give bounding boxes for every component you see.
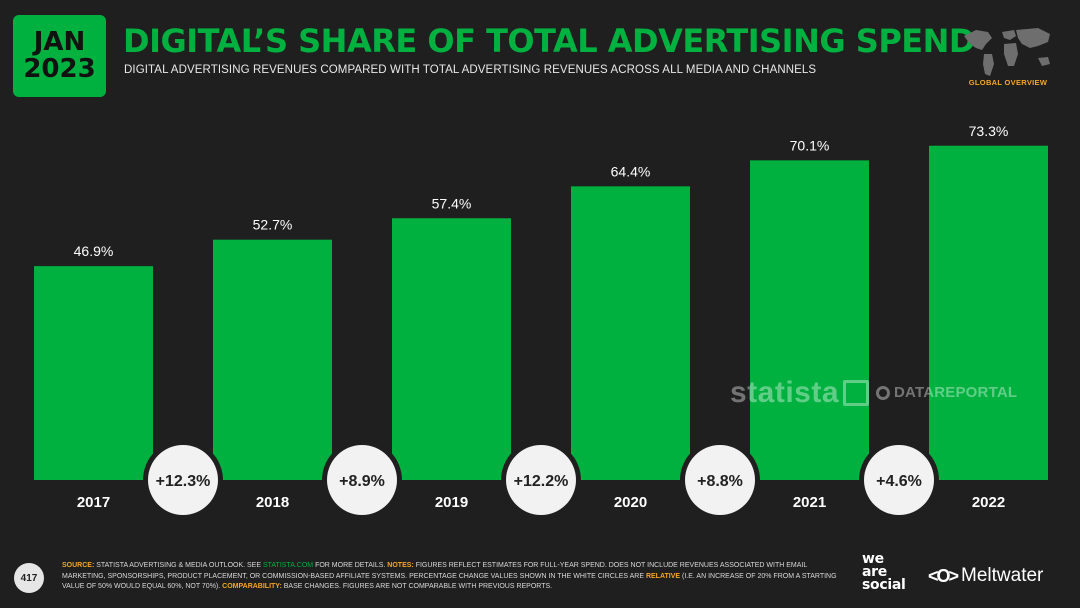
notes-relative: RELATIVE xyxy=(645,572,681,580)
bar-2021 xyxy=(750,160,869,480)
change-label-1: +12.3% xyxy=(156,473,211,490)
x-tick-2020: 2020 xyxy=(614,494,647,511)
change-label-4: +8.8% xyxy=(697,473,743,490)
meltwater-logo: <O> Meltwater xyxy=(928,565,1043,587)
page-number: 417 xyxy=(14,563,44,593)
page-subtitle: DIGITAL ADVERTISING REVENUES COMPARED WI… xyxy=(124,64,817,76)
we-are-social-logo: we are social xyxy=(862,551,906,593)
datareportal-wordmark: DATAREPORTAL xyxy=(894,384,1018,401)
statista-logo-icon xyxy=(843,380,870,406)
bar-2022 xyxy=(929,145,1048,480)
source-link[interactable]: STATISTA.COM xyxy=(262,562,314,569)
date-year: 2023 xyxy=(23,54,96,84)
meltwater-logo-icon: <O> xyxy=(928,565,959,586)
datareportal-logo-icon xyxy=(876,385,890,400)
x-tick-2018: 2018 xyxy=(256,494,289,511)
statista-wordmark: statista xyxy=(730,376,840,409)
statista-watermark: statista xyxy=(730,376,870,410)
comparability-text: BASE CHANGES. FIGURES ARE NOT COMPARABLE… xyxy=(281,583,553,590)
page-title: DIGITAL’S SHARE OF TOTAL ADVERTISING SPE… xyxy=(123,22,975,60)
date-badge: JAN 2023 xyxy=(13,15,106,97)
source-text-2: FOR MORE DETAILS. xyxy=(313,562,388,569)
notes-text-2: (I.E. AN INCREASE OF 20% FROM A STARTING… xyxy=(62,572,837,591)
brand-social: social xyxy=(862,577,906,593)
change-label-3: +12.2% xyxy=(514,473,569,490)
bar-2019 xyxy=(392,218,511,481)
brand-we: we xyxy=(862,551,884,567)
x-tick-2022: 2022 xyxy=(972,494,1005,511)
bar-2018 xyxy=(213,239,332,480)
meltwater-wordmark: Meltwater xyxy=(961,565,1044,586)
comparability-label: COMPARABILITY: xyxy=(222,583,282,590)
data-label-2019: 57.4% xyxy=(432,195,472,211)
change-circle-2 xyxy=(327,445,397,515)
data-label-2020: 64.4% xyxy=(611,163,651,179)
change-circle-3 xyxy=(506,445,576,515)
footnote: SOURCE: STATISTA ADVERTISING & MEDIA OUT… xyxy=(62,561,842,593)
datareportal-watermark: DATAREPORTAL xyxy=(876,384,1017,401)
x-tick-2017: 2017 xyxy=(77,494,110,511)
data-label-2018: 52.7% xyxy=(253,217,293,233)
data-label-2022: 73.3% xyxy=(969,123,1009,139)
bar-2020 xyxy=(571,186,690,480)
change-circle-4 xyxy=(685,445,755,515)
data-label-2021: 70.1% xyxy=(790,137,830,153)
change-label-2: +8.9% xyxy=(339,473,385,490)
world-map-icon xyxy=(964,28,1050,76)
date-month: JAN xyxy=(33,26,86,57)
notes-label: NOTES: xyxy=(387,562,414,569)
x-tick-2021: 2021 xyxy=(793,494,826,511)
notes-text: FIGURES REFLECT ESTIMATES FOR FULL-YEAR … xyxy=(62,562,807,580)
source-label: SOURCE: xyxy=(62,562,95,569)
bar-2017 xyxy=(34,266,153,480)
x-tick-2019: 2019 xyxy=(435,494,468,511)
change-label-5: +4.6% xyxy=(876,473,922,490)
brand-are: are xyxy=(862,564,887,580)
section-label: GLOBAL OVERVIEW xyxy=(968,78,1048,87)
change-circle-1 xyxy=(148,445,218,515)
data-label-2017: 46.9% xyxy=(74,243,114,259)
source-text: STATISTA ADVERTISING & MEDIA OUTLOOK. SE… xyxy=(94,562,263,569)
change-circle-5 xyxy=(864,445,934,515)
